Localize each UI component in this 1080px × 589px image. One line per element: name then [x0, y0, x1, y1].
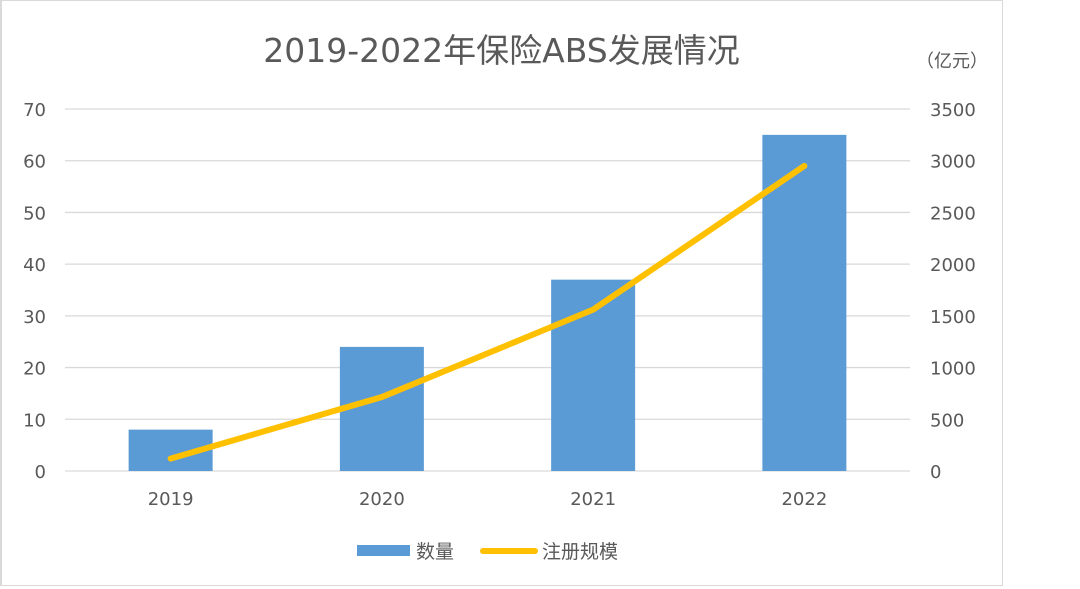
left-axis-tick: 0 [35, 462, 46, 483]
right-axis-tick: 1000 [930, 359, 976, 380]
left-axis-tick: 30 [23, 307, 46, 328]
right-axis-tick: 1500 [930, 307, 976, 328]
right-axis-tick: 2500 [930, 203, 976, 224]
legend-bar-label: 数量 [416, 541, 455, 563]
legend-line-label: 注册规模 [542, 541, 619, 563]
right-axis-tick: 3000 [930, 152, 976, 173]
right-axis-tick: 2000 [930, 255, 976, 276]
left-axis-tick: 50 [23, 203, 46, 224]
left-axis-tick: 40 [23, 255, 46, 276]
legend-line-swatch [480, 547, 539, 554]
left-axis-tick: 60 [23, 152, 46, 173]
legend: 数量 注册规模 [357, 537, 618, 564]
x-axis-tick: 2021 [570, 489, 616, 510]
right-axis-tick: 3500 [930, 100, 976, 121]
right-axis-tick: 0 [930, 462, 941, 483]
left-axis-tick: 10 [23, 410, 46, 431]
chart-frame [0, 0, 1003, 586]
right-axis-tick: 500 [930, 410, 964, 431]
line-series [167, 162, 808, 462]
right-axis-unit: （亿元） [916, 51, 988, 72]
bar-2022 [762, 134, 847, 471]
x-axis-tick: 2022 [781, 489, 827, 510]
legend-bar-swatch [357, 545, 410, 556]
x-axis-tick: 2019 [148, 489, 194, 510]
x-axis-tick: 2020 [359, 489, 405, 510]
left-axis-tick: 20 [23, 359, 46, 380]
chart-title: 2019-2022年保险ABS发展情况 [263, 31, 740, 70]
bar-2020 [339, 346, 424, 471]
left-axis-tick: 70 [23, 100, 46, 121]
